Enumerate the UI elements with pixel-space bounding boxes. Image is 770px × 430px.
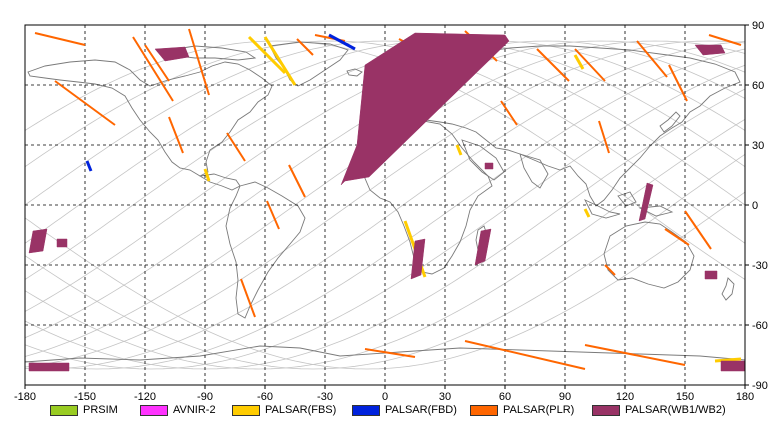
land-japan <box>659 111 681 133</box>
legend-item: PALSAR(WB1/WB2) <box>592 402 726 418</box>
y-tick-label: -90 <box>752 380 768 392</box>
palsar-plr-swath <box>34 32 86 46</box>
palsar-fbd-swath <box>85 160 93 172</box>
x-tick-label: 30 <box>439 391 451 403</box>
palsar-plr-swath <box>536 48 570 82</box>
x-tick-label: 60 <box>499 391 511 403</box>
palsar-plr-swath <box>668 64 688 102</box>
palsar-plr-swath <box>188 28 210 96</box>
land-south-asia <box>461 139 549 189</box>
palsar-wb-swath <box>154 46 190 62</box>
palsar-wb-swath <box>720 360 746 372</box>
palsar-wb-swath <box>28 228 48 254</box>
legend-label: PALSAR(FBS) <box>265 404 337 416</box>
palsar-plr-swath <box>54 80 116 126</box>
palsar-wb-swath <box>410 238 426 280</box>
legend-label: PALSAR(WB1/WB2) <box>625 404 726 416</box>
x-tick-label: -120 <box>134 391 156 403</box>
palsar-plr-swath <box>636 40 668 78</box>
legend-swatch <box>50 404 78 416</box>
palsar-wb-swath <box>694 44 726 56</box>
palsar-wb-swath <box>340 32 510 186</box>
palsar-plr-swath <box>464 340 586 370</box>
palsar-plr-swath <box>684 210 712 250</box>
palsar-plr-swath <box>266 200 280 230</box>
palsar-plr-swath <box>168 116 184 154</box>
legend-item: AVNIR-2 <box>140 402 216 418</box>
palsar-wb-swath <box>704 270 718 280</box>
palsar-plr-swath <box>226 132 246 162</box>
land-south-america <box>225 181 306 319</box>
palsar-fbs-swath <box>455 144 463 156</box>
x-tick-label: 150 <box>676 391 694 403</box>
palsar-plr-swath <box>364 348 416 358</box>
x-tick-label: 0 <box>382 391 388 403</box>
palsar-plr-swath <box>584 344 686 366</box>
palsar-plr-swath <box>574 48 606 82</box>
x-tick-label: 90 <box>559 391 571 403</box>
coverage-swaths <box>28 28 746 372</box>
palsar-fbs-swath <box>203 168 211 182</box>
legend-item: PALSAR(PLR) <box>470 402 574 418</box>
y-tick-label: 60 <box>752 80 764 92</box>
land-africa <box>363 117 493 275</box>
x-tick-label: -180 <box>14 391 36 403</box>
legend: PRSIM AVNIR-2 PALSAR(FBS) PALSAR(FBD) PALSAR… <box>0 402 770 422</box>
palsar-plr-swath <box>132 36 174 102</box>
x-tick-label: 180 <box>736 391 754 403</box>
palsar-plr-swath <box>664 228 690 246</box>
palsar-fbs-swath <box>714 357 742 363</box>
palsar-fbs-swath <box>247 35 287 75</box>
legend-label: AVNIR-2 <box>173 404 216 416</box>
legend-swatch <box>140 404 168 416</box>
palsar-plr-swath <box>288 164 306 198</box>
palsar-fbs-swath <box>263 36 297 86</box>
legend-item: PRSIM <box>50 402 118 418</box>
y-tick-label: -60 <box>752 320 768 332</box>
land-australia <box>603 221 695 289</box>
palsar-wb-swath <box>484 162 494 170</box>
palsar-plr-swath <box>144 44 170 82</box>
axis-ticks: -180 -150 -120 -90 -60 -30 0 30 60 90 120 150 180 90 6… <box>14 20 768 403</box>
x-tick-label: -60 <box>257 391 273 403</box>
legend-swatch <box>592 404 620 416</box>
y-tick-label: 0 <box>752 200 758 212</box>
palsar-plr-swath <box>240 278 256 318</box>
palsar-fbs-swath <box>583 208 591 218</box>
legend-label: PALSAR(PLR) <box>503 404 575 416</box>
legend-item: PALSAR(FBS) <box>232 402 336 418</box>
palsar-wb-swath <box>56 238 68 248</box>
palsar-wb-swath <box>474 228 492 266</box>
palsar-plr-swath <box>604 264 616 276</box>
land-new-zealand <box>721 277 735 301</box>
x-tick-label: -150 <box>74 391 96 403</box>
land-indonesia <box>584 191 674 219</box>
palsar-wb-swath <box>638 182 654 222</box>
legend-label: PRSIM <box>83 404 118 416</box>
x-tick-label: -90 <box>197 391 213 403</box>
palsar-plr-swath <box>500 100 518 126</box>
palsar-wb-swath <box>28 362 70 372</box>
palsar-plr-swath <box>708 34 742 46</box>
legend-swatch <box>232 404 260 416</box>
y-tick-label: 90 <box>752 20 764 32</box>
x-tick-label: 120 <box>616 391 634 403</box>
palsar-plr-swath <box>296 38 314 56</box>
legend-swatch <box>352 404 380 416</box>
y-tick-label: -30 <box>752 260 768 272</box>
land-iceland <box>346 68 363 77</box>
x-tick-label: -30 <box>317 391 333 403</box>
legend-item: PALSAR(FBD) <box>352 402 457 418</box>
palsar-fbs-swath <box>573 54 585 70</box>
land-north-america <box>27 59 273 177</box>
legend-label: PALSAR(FBD) <box>385 404 457 416</box>
legend-swatch <box>470 404 498 416</box>
palsar-fbd-swath <box>328 33 356 51</box>
palsar-plr-swath <box>598 120 610 154</box>
y-tick-label: 30 <box>752 140 764 152</box>
